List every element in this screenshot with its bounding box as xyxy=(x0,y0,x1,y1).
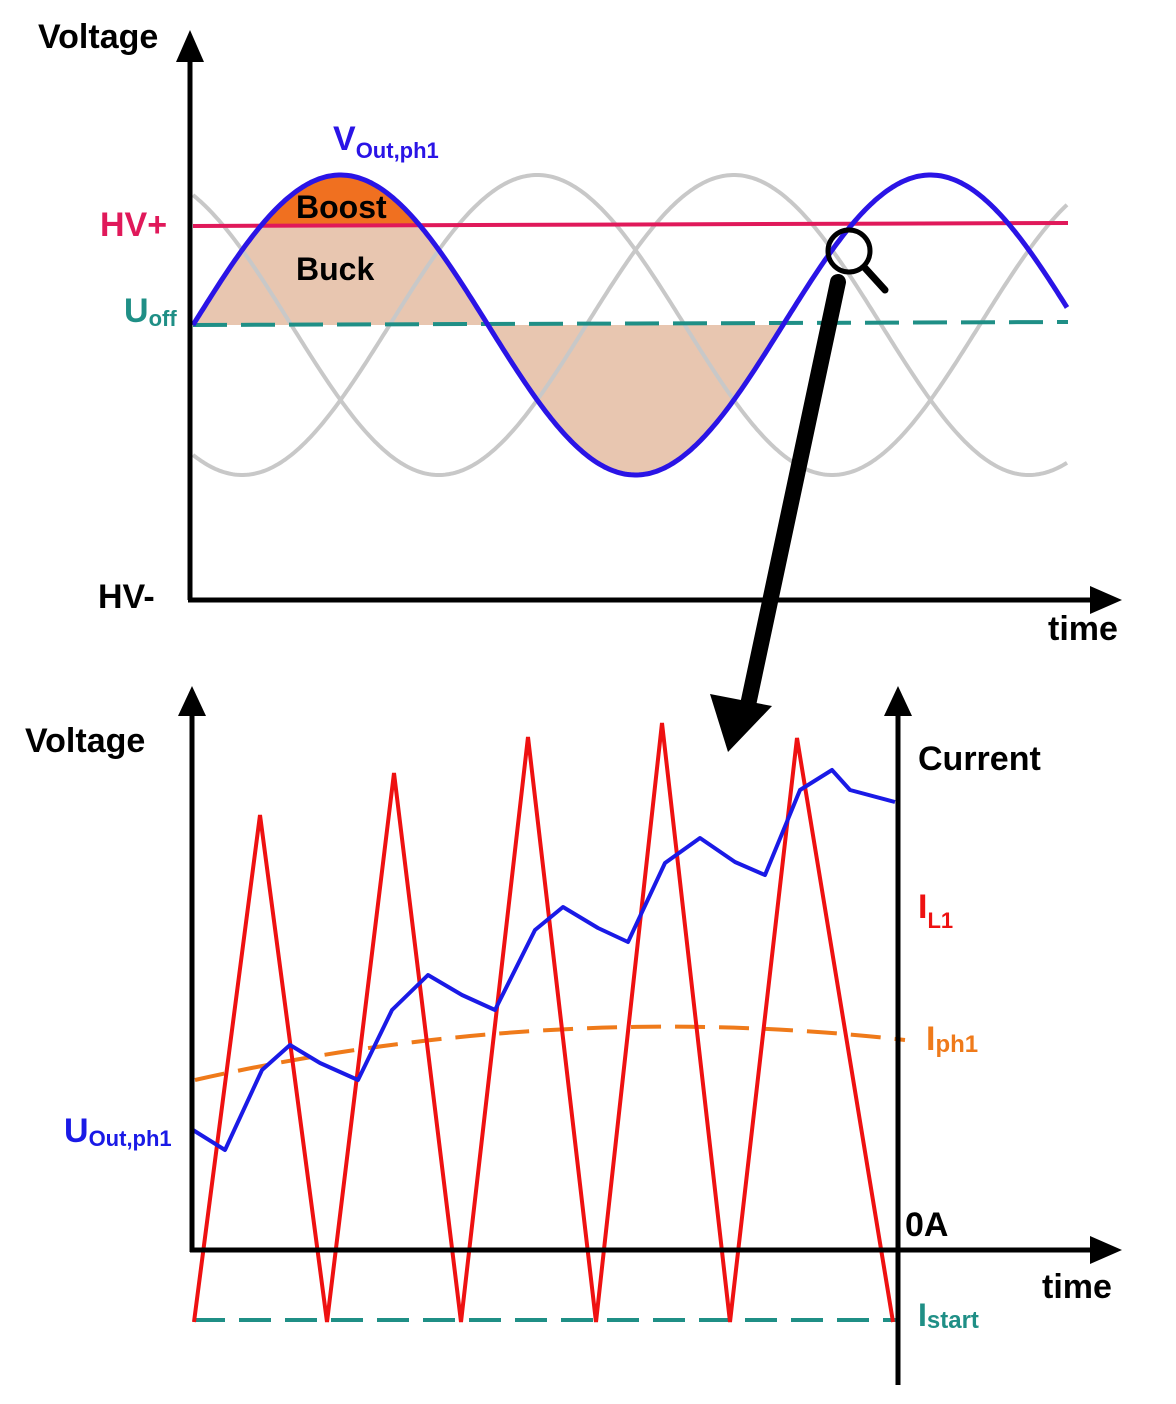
il1-label: IL1 xyxy=(918,888,953,933)
uout-label-main: U xyxy=(64,1112,89,1150)
bottom-voltage-arrowhead xyxy=(178,686,206,716)
hv-plus-line xyxy=(192,221,1069,228)
hv-minus-label: HV- xyxy=(98,578,155,616)
iph1-label-main: I xyxy=(926,1020,935,1058)
bottom-current-arrowhead xyxy=(884,686,912,716)
buck-region-fill xyxy=(193,226,488,325)
buck-region-fill-negative xyxy=(488,325,783,475)
uout-ph1-label: UOut,ph1 xyxy=(64,1112,172,1151)
vout-label-main: V xyxy=(333,120,356,158)
zoom-arrow-shaft xyxy=(740,274,846,713)
buck-region-label: Buck xyxy=(296,251,374,287)
bottom-time-arrowhead xyxy=(1090,1236,1122,1264)
istart-label: Istart xyxy=(918,1297,979,1334)
iph1-dashed-curve xyxy=(194,1024,906,1082)
vout-label-sub: Out,ph1 xyxy=(356,138,439,163)
top-x-arrowhead xyxy=(1090,586,1122,614)
bottom-voltage-axis-label: Voltage xyxy=(25,722,145,760)
uout-ph1-wave xyxy=(191,768,896,1152)
vout-ph1-label: VOut,ph1 xyxy=(333,120,439,163)
other-phase-wave-2 xyxy=(191,173,1069,477)
top-y-arrowhead xyxy=(176,30,204,62)
istart-label-main: I xyxy=(918,1297,927,1333)
zero-current-label: 0A xyxy=(905,1206,948,1244)
offset-dashed-line xyxy=(192,320,1069,327)
other-phase-wave-1 xyxy=(191,173,1069,477)
zoom-arrowhead xyxy=(710,694,772,752)
bottom-current-axis-label: Current xyxy=(918,740,1041,778)
uoff-label: Uoff xyxy=(124,292,177,331)
bottom-time-axis-label: time xyxy=(1042,1268,1112,1306)
bottom-panel: Voltage Current time 0A IL1 Iph1 UOut,ph… xyxy=(25,686,1122,1385)
top-x-axis-label: time xyxy=(1048,610,1118,648)
magnifier-icon xyxy=(825,227,889,294)
iph1-label: Iph1 xyxy=(926,1020,978,1058)
istart-label-sub: start xyxy=(927,1307,979,1334)
uout-label-sub: Out,ph1 xyxy=(89,1126,172,1151)
boost-region-fill xyxy=(261,175,420,226)
il1-label-sub: L1 xyxy=(927,908,953,933)
uoff-label-sub: off xyxy=(149,306,178,331)
vout-ph1-wave xyxy=(190,172,1070,478)
boost-region-label: Boost xyxy=(296,189,387,225)
hv-plus-label: HV+ xyxy=(100,206,167,244)
zoom-indicator xyxy=(710,227,889,752)
top-panel: Voltage time HV+ HV- Uoff VOut,ph1 Boost… xyxy=(38,18,1122,648)
iph1-label-sub: ph1 xyxy=(935,1031,978,1058)
il1-label-main: I xyxy=(918,888,927,926)
uoff-label-main: U xyxy=(124,292,149,330)
top-y-axis-label: Voltage xyxy=(38,18,158,56)
il1-triangle-wave xyxy=(192,722,895,1323)
